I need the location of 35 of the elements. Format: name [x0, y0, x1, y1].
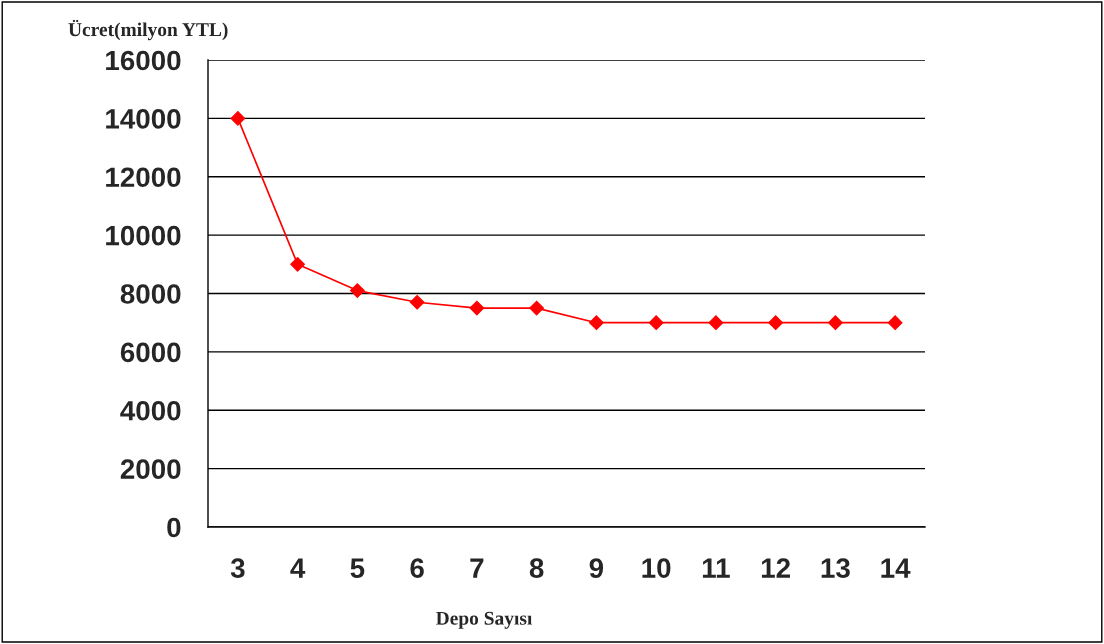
y-tick-label: 10000: [106, 225, 181, 246]
x-tick-label: 11: [702, 558, 730, 578]
y-tick-label: 14000: [106, 109, 181, 129]
point: [290, 256, 306, 272]
x-tick-label: 10: [642, 558, 671, 578]
point: [768, 315, 784, 331]
x-tick-label: 3: [230, 558, 245, 578]
y-axis-title: Ücret(milyon YTL): [68, 19, 228, 41]
x-tick-label: 8: [529, 558, 544, 578]
point: [409, 294, 425, 310]
y-tick-label: 2000: [120, 459, 181, 479]
point: [469, 300, 485, 316]
x-tick-label: 7: [470, 558, 484, 578]
point: [827, 315, 843, 331]
point: [708, 315, 724, 331]
point: [887, 315, 903, 331]
x-tick-label: 6: [410, 558, 424, 578]
x-tick-label: 12: [761, 558, 790, 578]
x-tick-label: 4: [290, 558, 306, 578]
x-tick-label: 9: [589, 558, 604, 578]
point: [648, 315, 664, 331]
point: [588, 315, 604, 331]
y-tick-label: 0: [167, 517, 181, 538]
x-tick-label: 5: [350, 558, 365, 578]
y-tick-label: 12000: [106, 167, 181, 188]
y-tick-label: 16000: [106, 50, 181, 71]
point: [529, 300, 545, 316]
y-tick-label: 8000: [120, 284, 181, 304]
x-tick-label: 13: [821, 558, 850, 578]
y-tick-label: 4000: [120, 400, 181, 421]
x-axis-title: Depo Sayısı: [435, 611, 533, 629]
x-tick-label: 14: [881, 558, 911, 578]
point: [230, 110, 246, 126]
y-tick-label: 6000: [120, 342, 181, 363]
point: [349, 283, 365, 298]
